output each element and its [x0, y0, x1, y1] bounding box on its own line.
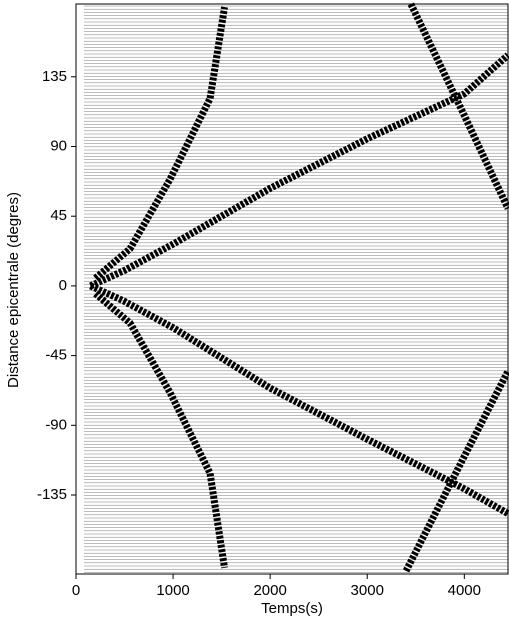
y-tick-label: -135: [37, 486, 67, 503]
y-tick-label: -90: [45, 416, 67, 433]
x-tick-label: 4000: [448, 582, 481, 599]
y-tick-label: 90: [50, 137, 67, 154]
phase-arrival: [407, 2, 509, 210]
x-axis-label: Temps(s): [261, 600, 323, 617]
y-tick-label: 0: [59, 277, 67, 294]
y-axis-label: Distance epicentrale (degres): [5, 192, 22, 388]
plot-frame: [75, 3, 509, 575]
phase-arrival: [89, 282, 509, 517]
x-tick-label: 2000: [253, 582, 286, 599]
phase-arrival: [93, 290, 228, 569]
x-tick-label: 3000: [351, 582, 384, 599]
y-tick-label: 135: [42, 68, 67, 85]
x-tick-label: 0: [72, 582, 80, 599]
y-tick-label: 45: [50, 207, 67, 224]
phase-arrival: [402, 369, 509, 573]
y-tick-label: -45: [45, 347, 67, 364]
phase-arrival: [89, 52, 509, 290]
x-tick-label: 1000: [156, 582, 189, 599]
